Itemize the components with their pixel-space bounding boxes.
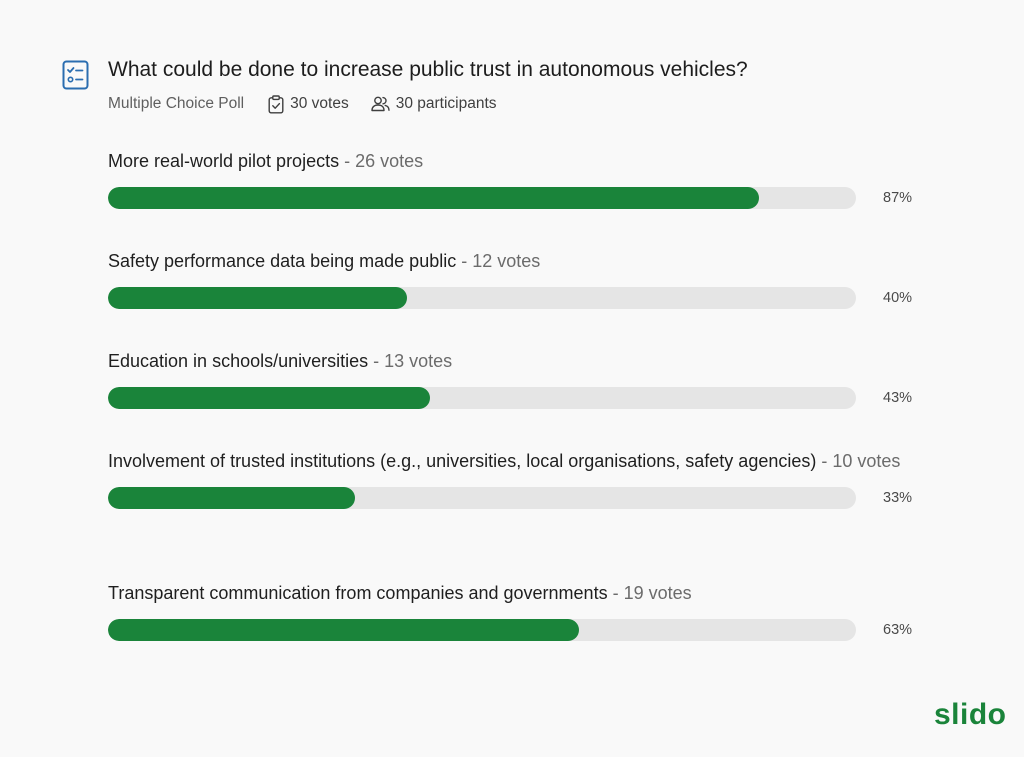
participants-count: 30 participants [371,95,497,113]
option-text: More real-world pilot projects [108,151,340,171]
option-label: Transparent communication from companies… [108,577,928,609]
result-bar-fill [108,387,430,409]
result-bar-row: 33% [108,487,928,509]
result-percent: 40% [883,290,913,306]
result-bar-track [108,387,856,409]
option-text: Safety performance data being made publi… [108,251,457,271]
result-bar-row: 43% [108,387,928,409]
result-bar-fill [108,287,408,309]
option-label: Safety performance data being made publi… [108,245,928,277]
result-bar-row: 63% [108,619,928,641]
option-votes: - 13 votes [368,351,453,371]
result-percent: 87% [883,190,913,206]
poll-question: What could be done to increase public tr… [108,58,748,81]
result-bar-track [108,187,856,209]
option-text: Education in schools/universities [108,351,369,371]
poll-option: Education in schools/universities - 13 v… [108,345,928,409]
result-bar-fill [108,187,759,209]
result-percent: 63% [883,622,913,638]
option-label: Involvement of trusted institutions (e.g… [108,445,928,477]
result-bar-fill [108,487,355,509]
result-bar-row: 87% [108,187,928,209]
option-votes: - 10 votes [816,451,901,471]
participants-count-label: 30 participants [395,95,497,112]
result-percent: 33% [883,490,913,506]
result-bar-track [108,619,856,641]
poll-option: Transparent communication from companies… [108,577,928,641]
slido-logo: slido [934,698,1007,731]
result-percent: 43% [883,390,913,406]
option-label: More real-world pilot projects - 26 vote… [108,145,928,177]
result-bar-row: 40% [108,287,928,309]
option-votes: - 19 votes [607,583,692,603]
poll-meta: Multiple Choice Poll 30 votes 30 partici… [108,93,519,115]
option-label: Education in schools/universities - 13 v… [108,345,928,377]
poll-option: More real-world pilot projects - 26 vote… [108,145,928,209]
clipboard-check-icon [268,94,284,113]
result-bar-fill [108,619,580,641]
option-text: Involvement of trusted institutions (e.g… [108,451,817,471]
users-icon [371,96,390,112]
votes-count-label: 30 votes [290,95,349,112]
poll-option: Involvement of trusted institutions (e.g… [108,445,928,509]
option-votes: - 26 votes [339,151,424,171]
votes-count: 30 votes [268,94,349,114]
result-bar-track [108,287,856,309]
poll-option: Safety performance data being made publi… [108,245,928,309]
checklist-icon [62,60,89,90]
poll-type-label: Multiple Choice Poll [108,95,245,112]
result-bar-track [108,487,856,509]
option-votes: - 12 votes [456,251,541,271]
option-text: Transparent communication from companies… [108,583,608,603]
